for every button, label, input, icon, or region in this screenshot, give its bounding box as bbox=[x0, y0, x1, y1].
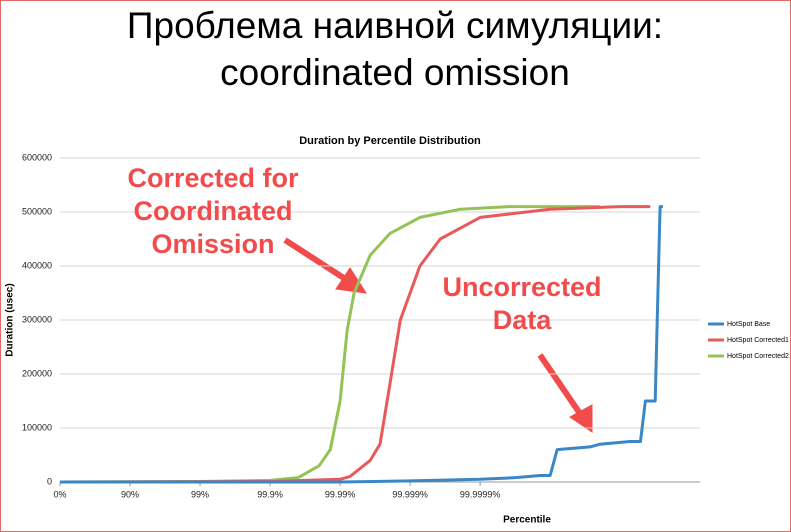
y-tick-label: 0 bbox=[47, 476, 52, 486]
x-tick-label: 99% bbox=[191, 489, 209, 499]
x-tick-label: 99.9999% bbox=[460, 489, 501, 499]
annotation: Uncorrected bbox=[442, 272, 601, 302]
annotation: Data bbox=[493, 305, 553, 335]
annotation: Coordinated bbox=[134, 196, 293, 226]
legend-label: HotSpot Corrected1 bbox=[727, 337, 789, 344]
y-tick-label: 600000 bbox=[22, 152, 52, 162]
x-tick-label: 90% bbox=[121, 489, 139, 499]
series-line bbox=[60, 205, 663, 484]
y-tick-label: 100000 bbox=[22, 422, 52, 432]
chart-title: Duration by Percentile Distribution bbox=[299, 135, 481, 147]
arrows bbox=[283, 237, 593, 433]
slide-title: coordinated omission bbox=[220, 52, 570, 93]
x-tick-label: 99.999% bbox=[392, 489, 428, 499]
arrow bbox=[283, 237, 352, 285]
y-tick-label: 200000 bbox=[22, 368, 52, 378]
arrow-head bbox=[335, 267, 368, 294]
annotation: Corrected for bbox=[127, 163, 299, 193]
series-line bbox=[59, 205, 651, 484]
y-tick-label: 500000 bbox=[22, 206, 52, 216]
annotation: Omission bbox=[151, 229, 274, 259]
arrow-head bbox=[569, 404, 593, 433]
legend-label: HotSpot Corrected2 bbox=[727, 353, 789, 360]
x-axis-title: Percentile bbox=[503, 515, 551, 526]
y-tick-label: 300000 bbox=[22, 314, 52, 324]
slide-title: Проблема наивной симуляции: bbox=[127, 5, 663, 46]
y-axis-title: Duration (usec) bbox=[5, 283, 16, 356]
x-tick-label: 99.9% bbox=[257, 489, 283, 499]
series-line bbox=[59, 205, 600, 484]
arrow bbox=[537, 353, 586, 420]
x-tick-label: 0% bbox=[53, 489, 66, 499]
y-tick-label: 400000 bbox=[22, 260, 52, 270]
legend-label: HotSpot Base bbox=[727, 321, 770, 328]
x-tick-label: 99.99% bbox=[325, 489, 356, 499]
